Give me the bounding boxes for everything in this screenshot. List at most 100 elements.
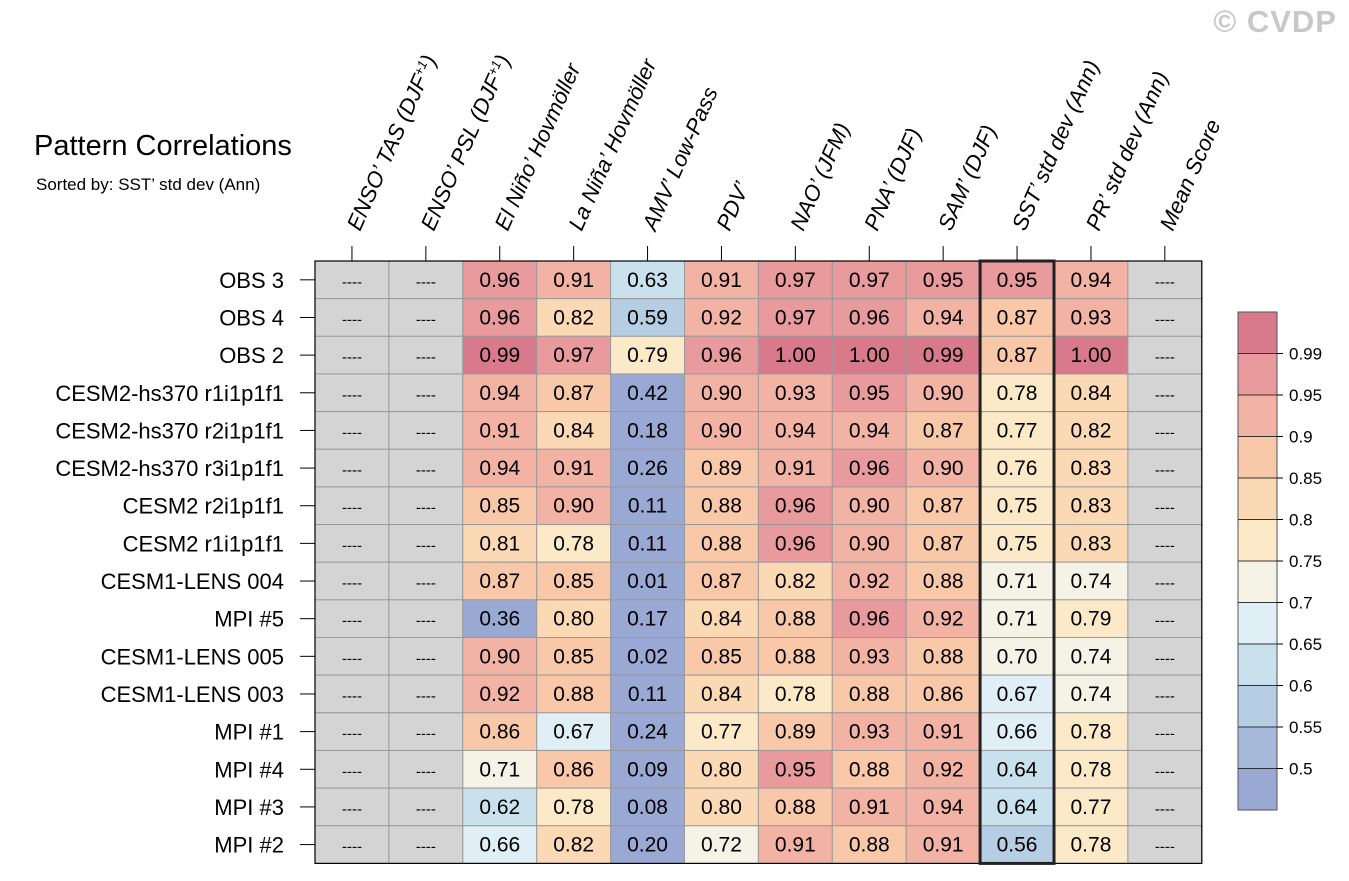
heatmap-cell xyxy=(831,411,907,450)
heatmap-cell xyxy=(462,373,538,413)
cell-value: 0.64 xyxy=(997,796,1038,819)
colorbar-segment xyxy=(1238,644,1277,686)
row-label: MPI #1 xyxy=(214,720,284,745)
cell-value: ---- xyxy=(1155,613,1175,630)
cell-value: 0.86 xyxy=(479,721,520,744)
cell-value: 0.70 xyxy=(997,645,1038,668)
heatmap-cell xyxy=(831,637,907,676)
heatmap-cell xyxy=(684,637,759,676)
heatmap-cell xyxy=(757,335,833,375)
cell-value: 0.59 xyxy=(627,306,668,329)
heatmap-cell xyxy=(536,637,612,676)
cell-value: 0.94 xyxy=(479,457,520,480)
column-header: PDV’ xyxy=(711,177,755,234)
cell-value: ---- xyxy=(342,537,362,554)
colorbar-label: 0.8 xyxy=(1289,511,1313,530)
cell-value: ---- xyxy=(342,500,362,517)
column-header: AMV’ Low-Pass xyxy=(636,83,722,236)
heatmap-cell xyxy=(684,373,759,413)
heatmap-cell xyxy=(905,637,981,676)
cell-value: 0.89 xyxy=(701,457,742,480)
cell-value: 0.78 xyxy=(553,532,594,555)
row-label: CESM1-LENS 003 xyxy=(101,682,284,707)
cell-value: 0.71 xyxy=(997,570,1038,593)
cell-value: 0.80 xyxy=(553,608,594,631)
row-label: CESM1-LENS 005 xyxy=(101,644,284,669)
cell-value: 0.87 xyxy=(479,570,520,593)
heatmap-cell xyxy=(831,298,907,337)
heatmap-cell xyxy=(388,674,464,714)
cell-value: ---- xyxy=(342,688,362,705)
cell-value: 0.74 xyxy=(1071,570,1112,593)
heatmap-cell xyxy=(905,411,981,450)
cell-value: ---- xyxy=(416,424,436,441)
cell-value: 0.94 xyxy=(1071,269,1112,292)
cell-value: 0.36 xyxy=(479,608,520,631)
colorbar-label: 0.85 xyxy=(1289,469,1322,488)
heatmap-cell xyxy=(979,674,1055,714)
cell-value: 0.96 xyxy=(849,457,890,480)
cell-value: 0.93 xyxy=(849,721,890,744)
cell-value: 1.00 xyxy=(849,344,890,367)
cell-value: ---- xyxy=(1155,349,1175,366)
cell-value: 0.20 xyxy=(627,834,668,857)
cell-value: 0.94 xyxy=(775,419,816,442)
cell-value: ---- xyxy=(1155,537,1175,554)
cell-value: 0.71 xyxy=(997,608,1038,631)
heatmap-cell xyxy=(536,411,612,450)
cell-value: 0.72 xyxy=(701,834,742,857)
cell-value: 0.56 xyxy=(997,834,1038,857)
heatmap-cell xyxy=(1053,335,1129,375)
cell-value: ---- xyxy=(342,274,362,291)
heatmap-cell xyxy=(610,712,685,751)
heatmap-cell xyxy=(831,599,907,638)
colorbar-label: 0.95 xyxy=(1289,386,1322,405)
cell-value: 0.87 xyxy=(923,532,964,555)
cell-value: 0.83 xyxy=(1071,495,1112,518)
cell-value: 0.84 xyxy=(701,683,742,706)
cell-value: 0.64 xyxy=(997,758,1038,781)
heatmap-cell xyxy=(462,298,538,337)
cell-value: 0.96 xyxy=(479,306,520,329)
chart-title: Pattern Correlations xyxy=(34,130,292,162)
row-label: CESM2-hs370 r3i1p1f1 xyxy=(55,456,284,481)
cell-value: 0.91 xyxy=(923,721,964,744)
heatmap-cell xyxy=(757,298,833,337)
cell-value: 0.99 xyxy=(479,344,520,367)
cell-value: ---- xyxy=(1155,650,1175,667)
cell-value: 0.92 xyxy=(923,758,964,781)
cell-value: 0.79 xyxy=(627,344,668,367)
heatmap-cell xyxy=(831,373,907,413)
cell-value: 0.87 xyxy=(997,306,1038,329)
cell-value: 0.88 xyxy=(775,645,816,668)
cell-value: ---- xyxy=(416,839,436,856)
heatmap-cell xyxy=(831,674,907,714)
cell-value: 0.94 xyxy=(479,382,520,405)
cell-value: 0.87 xyxy=(997,344,1038,367)
row-label: MPI #4 xyxy=(214,757,284,782)
column-header: PR’ std dev (Ann) xyxy=(1081,67,1173,234)
cell-value: 0.92 xyxy=(701,306,742,329)
cell-value: ---- xyxy=(342,801,362,818)
cell-value: 0.93 xyxy=(775,382,816,405)
heatmap-cell xyxy=(757,749,833,789)
cell-value: 0.82 xyxy=(553,306,594,329)
cell-value: 0.82 xyxy=(775,570,816,593)
colorbar-segment xyxy=(1238,478,1277,520)
heatmap-cell xyxy=(462,787,538,827)
cell-value: 0.88 xyxy=(553,683,594,706)
heatmap-cell xyxy=(684,712,759,751)
heatmap-cell xyxy=(1127,674,1203,714)
cell-value: 0.94 xyxy=(923,306,964,329)
cell-value: 0.88 xyxy=(849,683,890,706)
heatmap-cell xyxy=(536,298,612,337)
cell-value: 0.87 xyxy=(923,495,964,518)
colorbar-segment xyxy=(1238,685,1277,727)
cell-value: 0.93 xyxy=(1071,306,1112,329)
cell-value: ---- xyxy=(342,424,362,441)
cell-value: ---- xyxy=(342,613,362,630)
row-label: MPI #3 xyxy=(214,795,284,820)
chart-subtitle: Sorted by: SST’ std dev (Ann) xyxy=(36,175,261,194)
cell-value: ---- xyxy=(1155,726,1175,743)
heatmap-cell xyxy=(831,486,907,526)
